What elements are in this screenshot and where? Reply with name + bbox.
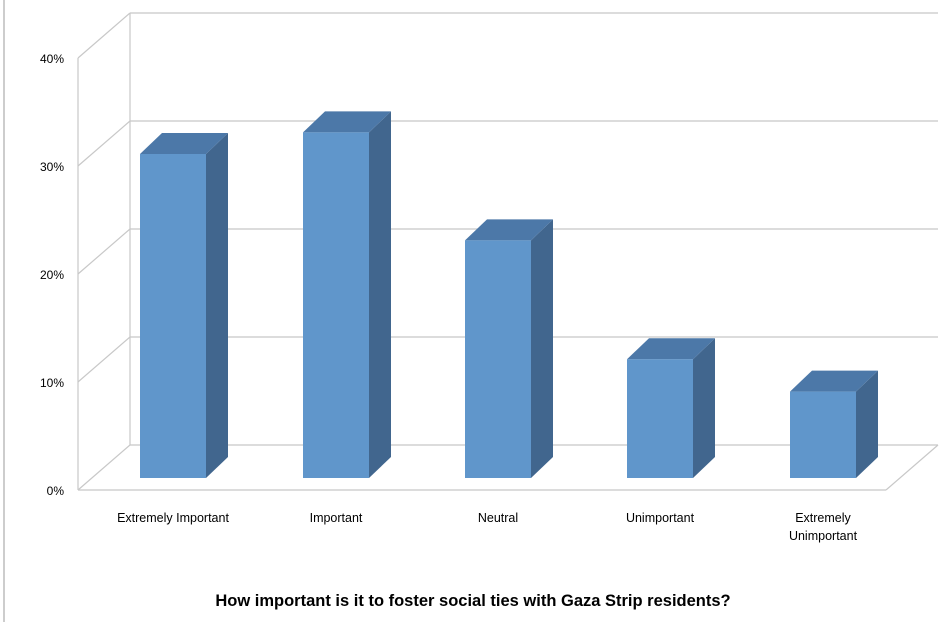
gridline-diagonal — [77, 12, 131, 59]
x-axis-labels: Extremely Important Important Neutral Unimp… — [117, 511, 857, 543]
y-tick-label: 40% — [40, 52, 64, 66]
gridline-diagonal — [77, 228, 131, 275]
chart-title: How important is it to foster social tie… — [215, 592, 731, 610]
gridline-diagonal — [77, 444, 131, 491]
bar — [627, 359, 693, 478]
y-axis-ticks: 0% 10% 20% 30% 40% — [40, 52, 64, 498]
y-tick-label: 20% — [40, 268, 64, 282]
x-tick-label: Extremely — [795, 511, 851, 525]
bar-top — [790, 370, 878, 392]
y-tick-label: 0% — [47, 484, 65, 498]
bar — [465, 240, 531, 478]
bar-side — [531, 219, 553, 478]
bar — [140, 154, 206, 478]
y-tick-label: 30% — [40, 160, 64, 174]
y-tick-label: 10% — [40, 376, 64, 390]
x-tick-label: Neutral — [478, 511, 518, 525]
x-tick-label: Unimportant — [626, 511, 695, 525]
x-tick-label: Unimportant — [789, 529, 858, 543]
bar — [303, 132, 369, 478]
x-tick-label: Extremely Important — [117, 511, 229, 525]
bar-top — [303, 111, 391, 133]
gridline-diagonal — [77, 120, 131, 167]
bar-side — [856, 370, 878, 478]
bar-top — [140, 133, 228, 154]
bar-side — [693, 338, 715, 478]
bar-top — [465, 219, 553, 241]
bar-side — [206, 133, 228, 478]
bar — [790, 391, 856, 478]
bar-side — [369, 111, 391, 479]
floor-right-edge — [885, 444, 939, 491]
bars — [140, 111, 878, 479]
gridline-diagonal — [77, 336, 131, 383]
bar-top — [627, 338, 715, 360]
x-tick-label: Important — [310, 511, 363, 525]
